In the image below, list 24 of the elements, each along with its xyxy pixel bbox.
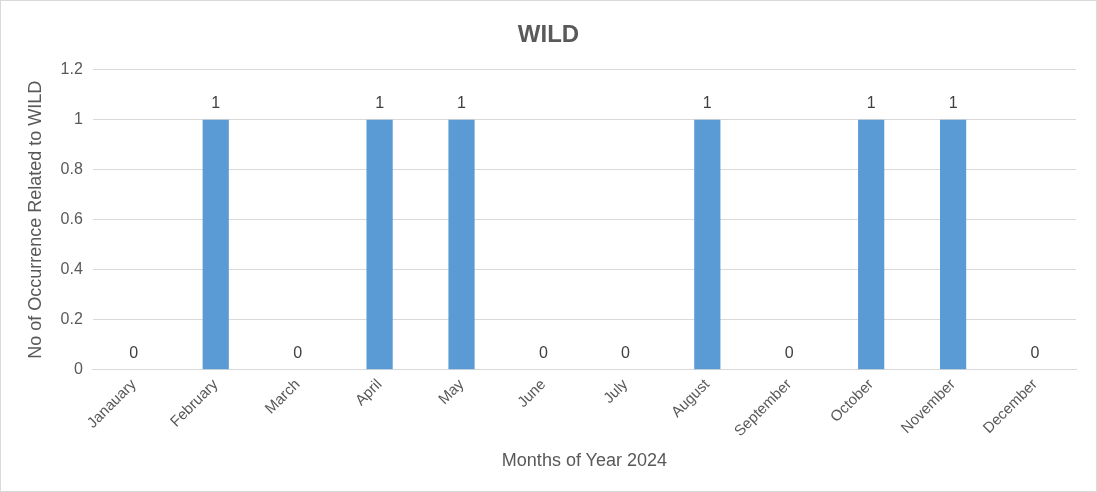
data-label: 1 bbox=[866, 94, 876, 112]
y-tick-label: 0.4 bbox=[60, 260, 83, 278]
data-label: 0 bbox=[620, 344, 630, 362]
y-tick-label: 1.2 bbox=[60, 60, 83, 78]
x-axis-title: Months of Year 2024 bbox=[501, 450, 667, 471]
y-tick-label: 0 bbox=[73, 360, 83, 378]
chart-title: WILD bbox=[517, 20, 580, 48]
x-tick-label: July bbox=[599, 374, 631, 407]
data-label: 1 bbox=[948, 94, 958, 112]
y-axis-title: No of Occurrence Related to WILD bbox=[24, 80, 45, 359]
data-label: 0 bbox=[129, 344, 139, 362]
y-tick-label: 0.2 bbox=[60, 310, 83, 328]
data-label: 1 bbox=[702, 94, 712, 112]
data-label: 0 bbox=[539, 344, 548, 362]
data-label: 0 bbox=[1030, 344, 1040, 362]
data-label: 0 bbox=[784, 344, 794, 362]
data-label: 0 bbox=[293, 344, 303, 362]
y-tick-label: 0.8 bbox=[60, 160, 83, 178]
data-label: 1 bbox=[211, 94, 221, 112]
y-tick-label: 0.6 bbox=[60, 210, 83, 228]
y-tick-label: 1 bbox=[73, 110, 83, 128]
x-tick-label: May bbox=[434, 374, 467, 408]
data-label: 1 bbox=[457, 94, 467, 112]
data-label: 1 bbox=[375, 94, 385, 112]
